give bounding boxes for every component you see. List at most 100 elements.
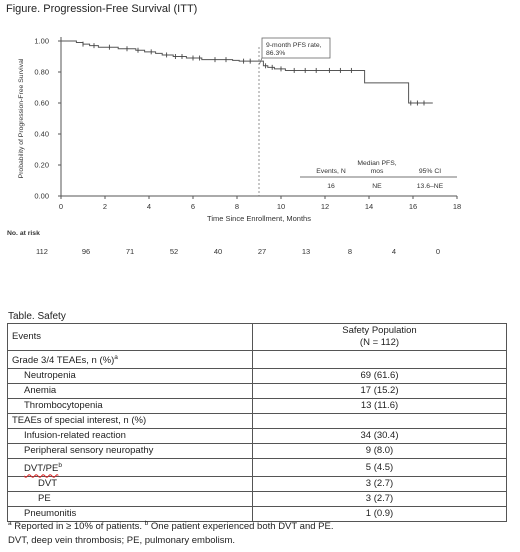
y-tick-label: 0.40 xyxy=(34,130,49,139)
at-risk-value: 8 xyxy=(348,247,352,256)
row-label-text: Grade 3/4 TEAEs, n (%) xyxy=(12,355,115,367)
row-value: 34 (30.4) xyxy=(252,428,507,445)
row-label: Peripheral sensory neuropathy xyxy=(7,443,253,460)
x-tick-label: 12 xyxy=(321,202,329,211)
row-label-text: Anemia xyxy=(24,385,57,397)
x-tick-label: 10 xyxy=(277,202,285,211)
row-label-text: Peripheral sensory neuropathy xyxy=(24,445,154,457)
table-title: Table. Safety xyxy=(8,311,66,322)
row-label-text: PE xyxy=(38,493,51,505)
x-axis-label: Time Since Enrollment, Months xyxy=(207,214,311,223)
table-row: Peripheral sensory neuropathy 9 (8.0) xyxy=(7,443,507,460)
row-label: Neutropenia xyxy=(7,368,253,385)
row-label-text: TEAEs of special interest, n (%) xyxy=(12,415,147,427)
reference-line-group: 9-month PFS rate,86.3% xyxy=(258,37,331,196)
km-chart: 0 2 4 6 8 10 12 14 16 18 0.00 0.20 0.40 0.60 0.80 1.00 T… xyxy=(7,37,461,257)
row-label-text: DVT xyxy=(38,478,57,490)
row-label-text: Neutropenia xyxy=(24,370,76,382)
at-risk-value: 52 xyxy=(170,247,178,256)
table-row: Infusion-related reaction 34 (30.4) xyxy=(7,428,507,445)
row-label-text: DVT/PE xyxy=(24,463,59,475)
inset-value: 16 xyxy=(327,183,335,190)
censor-marks xyxy=(82,41,425,106)
row-label: Grade 3/4 TEAEs, n (%)a xyxy=(7,349,253,370)
footnote-abbreviations: DVT, deep vein thrombosis; PE, pulmonary… xyxy=(8,535,236,546)
at-risk-value: 4 xyxy=(392,247,396,256)
x-tick-label: 18 xyxy=(453,202,461,211)
x-tick-label: 2 xyxy=(103,202,107,211)
row-label-text: Pneumonitis xyxy=(24,508,77,520)
row-label: TEAEs of special interest, n (%) xyxy=(7,413,253,430)
table-header-row: Events Safety Population (N = 112) xyxy=(7,323,507,351)
row-value: 1 (0.9) xyxy=(252,506,507,523)
table-row: DVT 3 (2.7) xyxy=(7,476,507,493)
x-tick-label: 6 xyxy=(191,202,195,211)
row-label: PE xyxy=(7,491,253,508)
km-step-line xyxy=(61,40,433,104)
annotation-line-2: 86.3% xyxy=(266,50,285,57)
row-superscript: a xyxy=(114,354,118,361)
row-label-text: Thrombocytopenia xyxy=(24,400,103,412)
inset-value: NE xyxy=(372,183,382,190)
y-axis-label: Probability of Progression-Free Survival xyxy=(18,58,25,178)
inset-value: 13.6–NE xyxy=(417,183,444,190)
footnote-superscripts: a Reported in ≥ 10% of patients. b One p… xyxy=(8,520,333,532)
row-value: 69 (61.6) xyxy=(252,368,507,385)
annotation-box xyxy=(261,37,331,59)
x-tick-label: 0 xyxy=(59,202,63,211)
y-tick-label: 1.00 xyxy=(34,37,49,46)
at-risk-label: No. at risk xyxy=(7,230,40,237)
y-tick-label: 0.60 xyxy=(34,99,49,108)
x-tick-label: 16 xyxy=(409,202,417,211)
row-value: 9 (8.0) xyxy=(252,443,507,460)
table-row: PE 3 (2.7) xyxy=(7,491,507,508)
table-row: Pneumonitis 1 (0.9) xyxy=(7,506,507,523)
row-label: Infusion-related reaction xyxy=(7,428,253,445)
at-risk-value: 27 xyxy=(258,247,266,256)
x-tick-label: 4 xyxy=(147,202,151,211)
at-risk-value: 71 xyxy=(126,247,134,256)
at-risk-value: 40 xyxy=(214,247,222,256)
header-events: Events xyxy=(7,323,253,351)
table-row: Anemia 17 (15.2) xyxy=(7,383,507,400)
inset-table: Events, N Median PFS,mos 95% CI 16 NE 13.6–NE xyxy=(300,160,457,190)
inset-header-median-1: Median PFS, xyxy=(357,160,396,167)
row-value: 3 (2.7) xyxy=(252,491,507,508)
annotation-pointer xyxy=(259,57,263,65)
at-risk-value: 112 xyxy=(36,247,48,256)
table-row: TEAEs of special interest, n (%) xyxy=(7,413,507,430)
row-value xyxy=(252,413,507,430)
annotation-line-1: 9-month PFS rate, xyxy=(266,42,322,49)
at-risk-value: 0 xyxy=(436,247,440,256)
row-value: 13 (11.6) xyxy=(252,398,507,415)
footnote-b-text: One patient experienced both DVT and PE. xyxy=(148,521,334,533)
row-value xyxy=(252,349,507,370)
row-value: 17 (15.2) xyxy=(252,383,507,400)
row-label: DVT/PEb xyxy=(7,458,253,478)
table-row: Grade 3/4 TEAEs, n (%)a xyxy=(7,349,507,370)
row-value: 3 (2.7) xyxy=(252,476,507,493)
chart-ticks: 0 2 4 6 8 10 12 14 16 18 0.00 0.20 0.40 0.60 0.80 1.00 T… xyxy=(18,37,461,224)
footnote-a-text: Reported in ≥ 10% of patients. xyxy=(11,521,145,533)
y-tick-label: 0.80 xyxy=(34,68,49,77)
inset-header-events: Events, N xyxy=(316,168,346,175)
row-value: 5 (4.5) xyxy=(252,458,507,478)
safety-table: Events Safety Population (N = 112) Grade… xyxy=(7,323,507,523)
row-label: Thrombocytopenia xyxy=(7,398,253,415)
x-tick-label: 8 xyxy=(235,202,239,211)
row-superscript: b xyxy=(58,462,62,470)
inset-header-ci: 95% CI xyxy=(419,168,441,175)
inset-header-median-2: mos xyxy=(371,168,384,175)
row-label: DVT xyxy=(7,476,253,493)
footnote-b-mark: b xyxy=(144,520,149,527)
table-row: DVT/PEb 5 (4.5) xyxy=(7,458,507,478)
y-tick-label: 0.00 xyxy=(34,192,49,201)
km-curve xyxy=(61,40,433,104)
table-row: Neutropenia 69 (61.6) xyxy=(7,368,507,385)
header-population: Safety Population (N = 112) xyxy=(252,323,507,351)
x-tick-label: 14 xyxy=(365,202,373,211)
figure-title: Figure. Progression-Free Survival (ITT) xyxy=(6,3,198,15)
row-label-text: Infusion-related reaction xyxy=(24,430,126,442)
footnote-a-mark: a xyxy=(8,520,12,527)
